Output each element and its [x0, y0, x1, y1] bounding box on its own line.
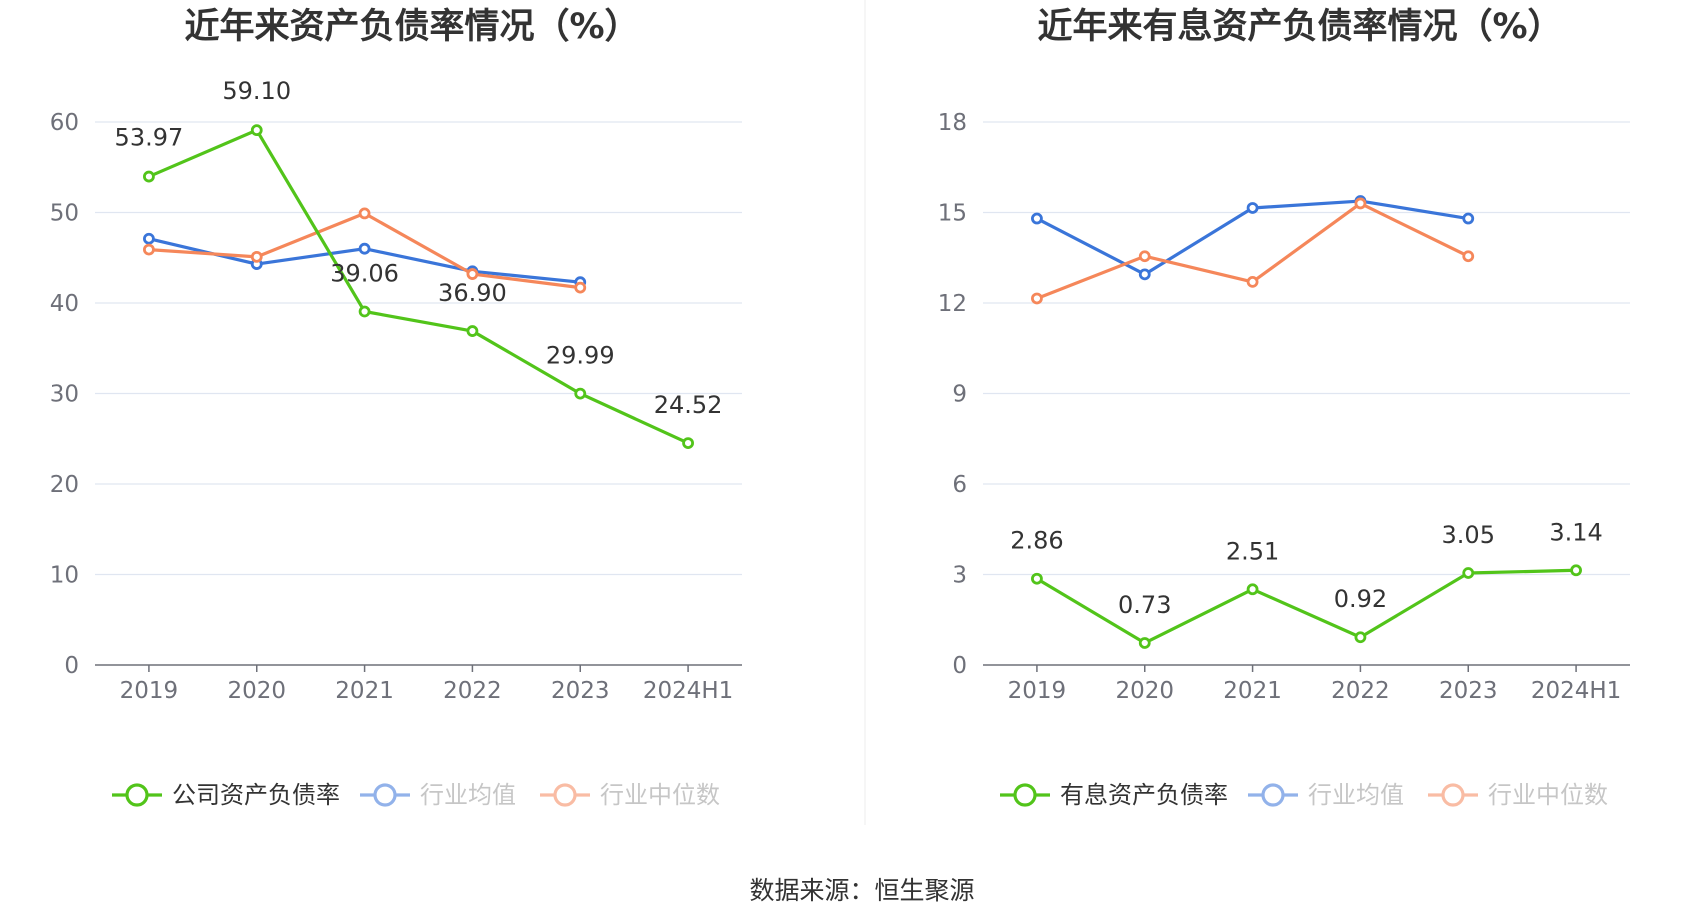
- data-point: [1138, 637, 1151, 649]
- legend-label: 行业中位数: [1488, 781, 1608, 809]
- chart-title: 近年来资产负债率情况（%）: [184, 7, 639, 47]
- y-tick-label: 60: [50, 110, 79, 136]
- y-tick-label: 20: [50, 472, 79, 498]
- x-tick-label: 2023: [551, 678, 610, 704]
- data-label: 36.90: [438, 279, 507, 307]
- data-point: [682, 437, 694, 449]
- x-tick-label: 2023: [1439, 678, 1498, 704]
- series-line: [1036, 568, 1577, 645]
- y-tick-label: 12: [938, 291, 967, 317]
- y-tick-label: 40: [50, 291, 79, 317]
- legend-label: 行业均值: [1308, 781, 1404, 809]
- data-label: 59.10: [222, 77, 291, 105]
- data-point: [1462, 212, 1475, 225]
- y-tick-label: 30: [50, 382, 79, 408]
- y-tick-label: 0: [952, 653, 967, 679]
- data-point: [574, 387, 587, 400]
- x-tick-label: 2024H1: [643, 678, 733, 704]
- data-point: [1138, 268, 1151, 281]
- source-label: 数据来源：恒生聚源: [749, 876, 974, 905]
- data-label: 2.51: [1226, 537, 1279, 565]
- data-label: 0.73: [1118, 591, 1171, 619]
- data-point: [1246, 583, 1259, 596]
- x-tick-label: 2019: [120, 678, 179, 704]
- data-point: [466, 325, 479, 337]
- legend-item[interactable]: 有息资产负债率: [1000, 781, 1228, 809]
- data-point: [1354, 631, 1367, 644]
- data-point: [358, 242, 371, 255]
- y-tick-label: 0: [64, 653, 79, 679]
- x-tick-label: 2022: [443, 678, 502, 704]
- data-label: 3.14: [1549, 518, 1602, 546]
- data-point: [358, 207, 371, 220]
- legend-marker: [1441, 783, 1465, 807]
- data-label: 0.92: [1334, 585, 1387, 613]
- data-point: [1031, 572, 1043, 585]
- legend-item[interactable]: 行业均值: [360, 781, 516, 809]
- x-tick-label: 2020: [227, 678, 286, 704]
- data-point: [1462, 567, 1475, 579]
- y-tick-label: 18: [938, 110, 967, 136]
- legend-marker: [373, 783, 397, 807]
- y-tick-label: 9: [952, 382, 967, 408]
- data-point: [1354, 197, 1367, 210]
- legend-item[interactable]: 行业中位数: [540, 781, 720, 809]
- data-label: 29.99: [546, 342, 615, 370]
- data-point: [1246, 275, 1259, 288]
- series-line: [148, 128, 689, 445]
- y-tick-label: 15: [938, 201, 967, 227]
- data-point: [143, 232, 155, 245]
- chart-title: 近年来有息资产负债率情况（%）: [1037, 6, 1562, 47]
- legend-marker: [1261, 783, 1285, 807]
- legend-marker: [1013, 783, 1037, 807]
- data-point: [1462, 250, 1475, 263]
- data-point: [1246, 202, 1259, 214]
- data-label: 2.86: [1010, 527, 1063, 555]
- data-label: 3.05: [1442, 521, 1495, 549]
- data-label: 39.06: [330, 260, 399, 288]
- legend-label: 行业中位数: [600, 781, 720, 809]
- x-tick-label: 2019: [1008, 678, 1067, 704]
- data-point: [250, 250, 263, 263]
- data-point: [1570, 564, 1582, 577]
- y-tick-label: 10: [50, 563, 79, 589]
- data-point: [1031, 292, 1043, 305]
- data-point: [143, 243, 155, 256]
- legend-marker: [125, 783, 149, 807]
- legend-label: 公司资产负债率: [172, 781, 340, 809]
- x-tick-label: 2024H1: [1531, 678, 1621, 704]
- legend-marker: [553, 783, 577, 807]
- data-point: [574, 281, 587, 294]
- y-tick-label: 6: [952, 472, 967, 498]
- legend-item[interactable]: 行业中位数: [1428, 781, 1608, 809]
- legend-label: 有息资产负债率: [1060, 781, 1228, 809]
- legend-item[interactable]: 公司资产负债率: [112, 781, 340, 809]
- y-tick-label: 50: [50, 201, 79, 227]
- x-tick-label: 2020: [1115, 678, 1174, 704]
- chart-panel-debt-ratio: 近年来资产负债率情况（%） 0 10 20 30 40 50 60 2019 2020 2021 20…: [50, 7, 742, 809]
- data-point: [466, 268, 479, 280]
- data-point: [1031, 212, 1043, 225]
- y-tick-label: 3: [952, 563, 967, 589]
- x-tick-label: 2022: [1331, 678, 1390, 704]
- chart-panel-interest-debt-ratio: 近年来有息资产负债率情况（%） 0 3 6 9 12 15 18 2019 2020 2021 202…: [938, 6, 1630, 809]
- data-point: [1138, 250, 1151, 263]
- x-tick-label: 2021: [335, 678, 394, 704]
- data-point: [250, 124, 263, 137]
- legend-label: 行业均值: [420, 781, 516, 809]
- legend-item[interactable]: 行业均值: [1248, 781, 1404, 809]
- data-point: [358, 305, 371, 318]
- data-label: 24.52: [654, 391, 723, 419]
- data-label: 53.97: [115, 124, 184, 152]
- x-tick-label: 2021: [1223, 678, 1282, 704]
- data-point: [143, 170, 155, 183]
